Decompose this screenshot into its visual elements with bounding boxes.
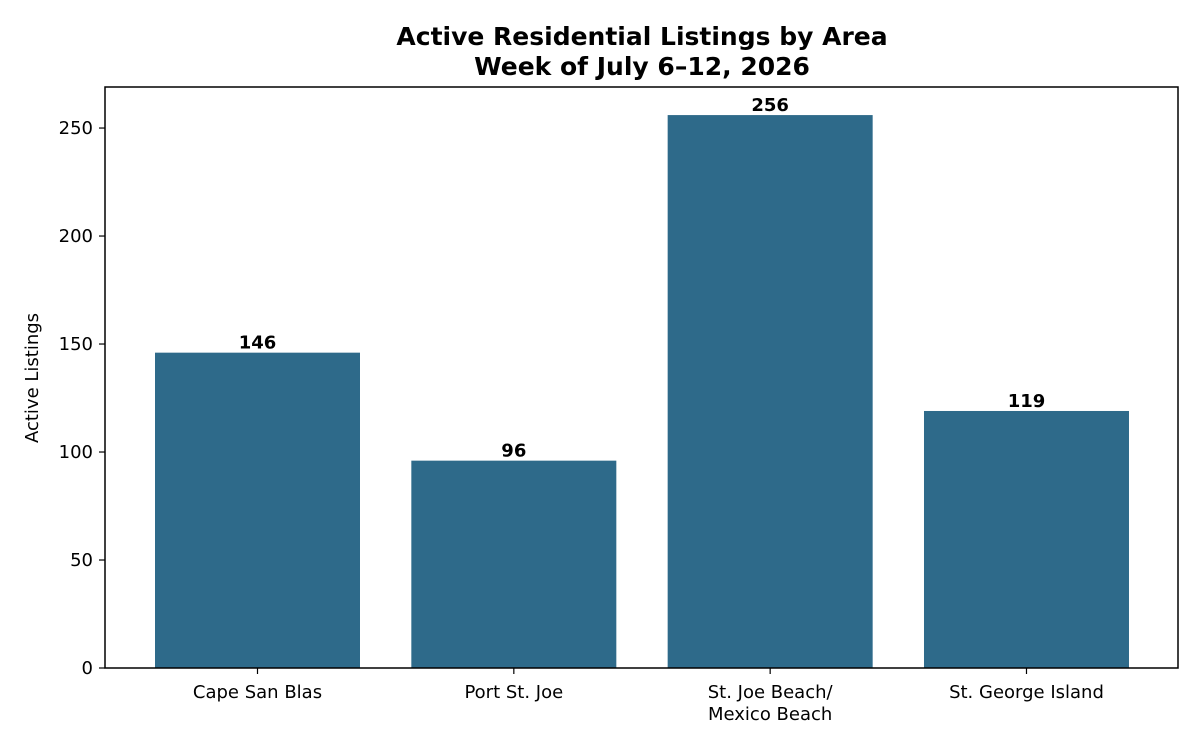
bar — [923, 410, 1129, 668]
y-tick-label: 100 — [59, 442, 93, 463]
y-tick-label: 150 — [59, 334, 93, 355]
y-axis-label: Active Listings — [22, 313, 43, 443]
bars — [155, 115, 1129, 668]
chart-title-line-2: Week of July 6–12, 2026 — [474, 52, 810, 81]
bar — [411, 460, 617, 668]
y-axis-label-group: Active Listings — [22, 313, 43, 443]
x-axis-ticks: Cape San Blas Port St. Joe St. Joe Beach/M… — [193, 668, 1104, 725]
x-tick-label: Port St. Joe — [464, 682, 563, 703]
plot-area-frame — [104, 86, 1179, 669]
bar — [155, 352, 360, 668]
bar-value-label: 96 — [501, 441, 526, 462]
x-tick-label: Cape San Blas — [193, 682, 322, 703]
bar-value-label: 119 — [1008, 391, 1046, 412]
y-tick-label: 0 — [82, 658, 93, 679]
bar-value-label: 256 — [751, 95, 789, 116]
y-tick-label: 200 — [59, 226, 93, 247]
x-tick-label: St. Joe Beach/ — [708, 682, 834, 703]
chart-title-line-1: Active Residential Listings by Area — [396, 22, 887, 51]
x-tick-label: St. George Island — [949, 682, 1104, 703]
data-labels: 146 96 256 119 — [239, 95, 1046, 462]
y-tick-label: 250 — [59, 118, 93, 139]
bar — [667, 115, 873, 668]
bar-value-label: 146 — [239, 333, 277, 354]
x-tick-label: Mexico Beach — [708, 704, 832, 725]
chart-title: Active Residential Listings by AreaWeek … — [396, 22, 887, 81]
y-axis-ticks: 0 50 100 150 200 250 — [59, 118, 105, 679]
y-tick-label: 50 — [70, 550, 93, 571]
